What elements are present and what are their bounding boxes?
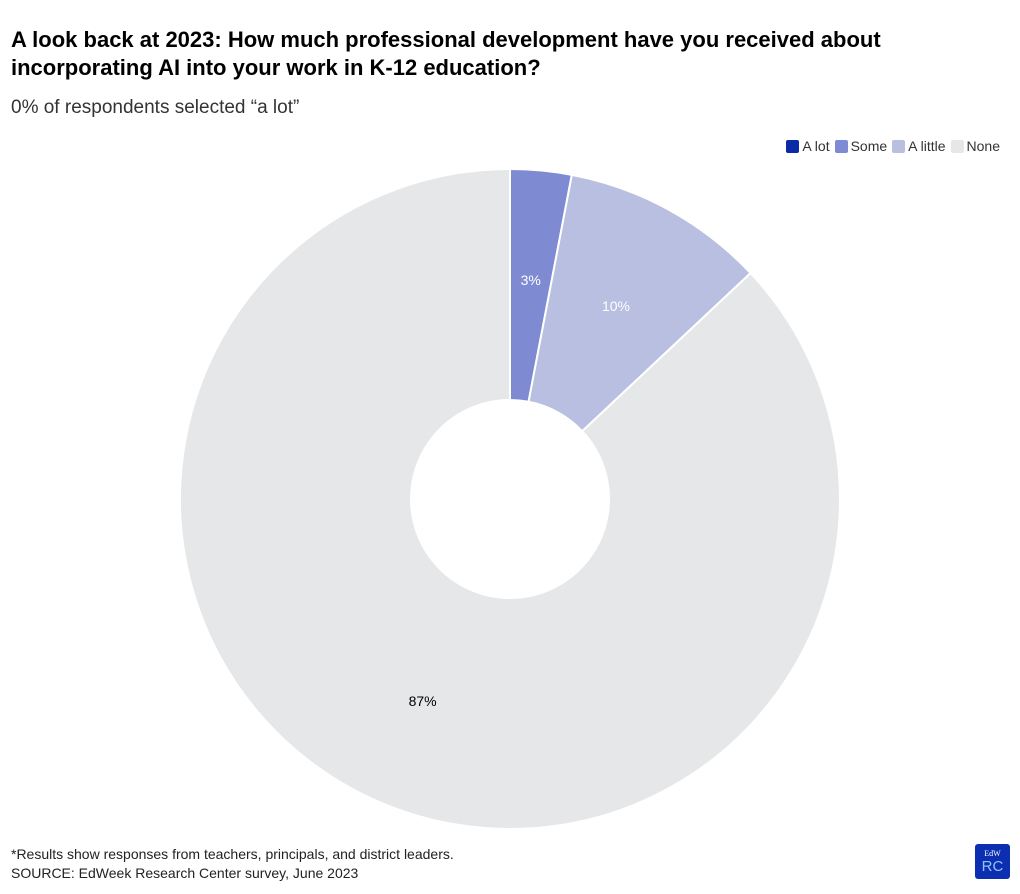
legend-label: Some: [850, 138, 888, 154]
logo-bottom: RC: [981, 858, 1004, 875]
footnote-source: SOURCE: EdWeek Research Center survey, J…: [11, 865, 359, 881]
legend-label: A lot: [802, 138, 830, 154]
legend-label: A little: [908, 138, 946, 154]
footnotes: *Results show responses from teachers, p…: [11, 845, 454, 883]
legend-label: None: [966, 138, 1000, 154]
legend-item[interactable]: Some: [834, 138, 888, 154]
legend: A lot Some A little None: [786, 138, 1000, 154]
legend-item[interactable]: A lot: [786, 138, 830, 154]
legend-item[interactable]: A little: [892, 138, 946, 154]
data-label: 3%: [521, 272, 541, 288]
edweek-rc-logo: EdW RC: [975, 844, 1010, 879]
chart-subtitle: 0% of respondents selected “a lot”: [11, 97, 300, 118]
data-label: 87%: [409, 693, 437, 709]
legend-swatch: [834, 139, 848, 153]
data-label: 10%: [602, 298, 630, 314]
logo-top: EdW: [984, 849, 1001, 858]
legend-item[interactable]: None: [950, 138, 1000, 154]
legend-swatch: [786, 139, 800, 153]
chart-title: A look back at 2023: How much profession…: [11, 27, 881, 80]
slice-none[interactable]: [179, 167, 841, 830]
legend-swatch: [950, 139, 964, 153]
footnote-respondents: *Results show responses from teachers, p…: [11, 846, 454, 862]
slice-a-little[interactable]: [527, 173, 752, 433]
legend-swatch: [892, 139, 906, 153]
